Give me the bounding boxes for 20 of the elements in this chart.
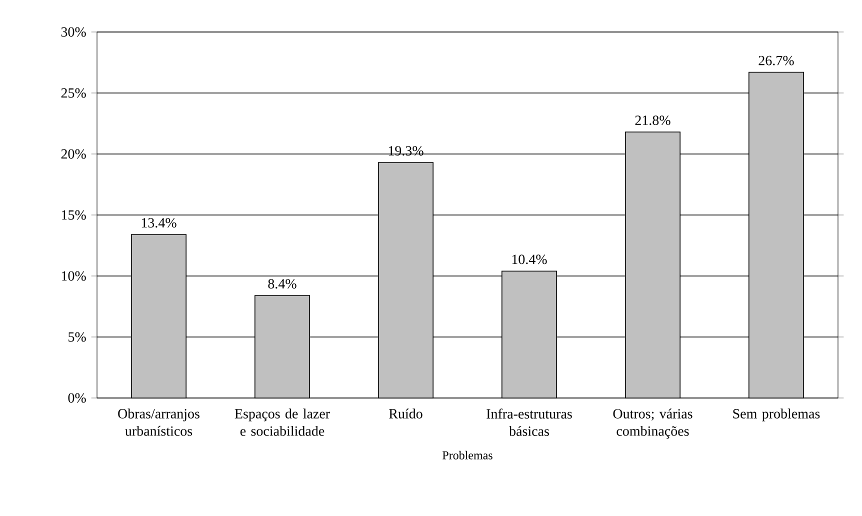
- y-tick-label: 15%: [62, 210, 86, 220]
- data-label: 26.7%: [758, 56, 794, 66]
- y-tick-label: 0%: [68, 393, 86, 403]
- data-label: 10.4%: [512, 254, 547, 264]
- y-tick-label: 5%: [68, 332, 86, 342]
- x-axis-title: Problemas: [442, 450, 492, 460]
- y-tick-label: 20%: [61, 149, 86, 159]
- x-tick-label: Sem problemas: [733, 408, 820, 422]
- data-label: 19.3%: [388, 146, 424, 156]
- y-tick-label: 10%: [62, 271, 86, 281]
- x-tick-label: Obras/arranjos urbanísticos: [118, 408, 200, 436]
- data-label: 21.8%: [635, 116, 670, 126]
- x-tick-label: Infra-estruturas básicas: [486, 408, 572, 436]
- x-tick-label: Espaços de lazer e sociabilidade: [234, 408, 330, 436]
- data-label: 13.4%: [142, 218, 176, 228]
- x-tick-label: Outros; várias combinações: [613, 408, 692, 439]
- x-tick-label: Ruído: [389, 408, 422, 418]
- y-tick-label: 30%: [61, 27, 86, 37]
- y-tick-label: 25%: [61, 88, 86, 98]
- data-label: 8.4%: [268, 279, 296, 289]
